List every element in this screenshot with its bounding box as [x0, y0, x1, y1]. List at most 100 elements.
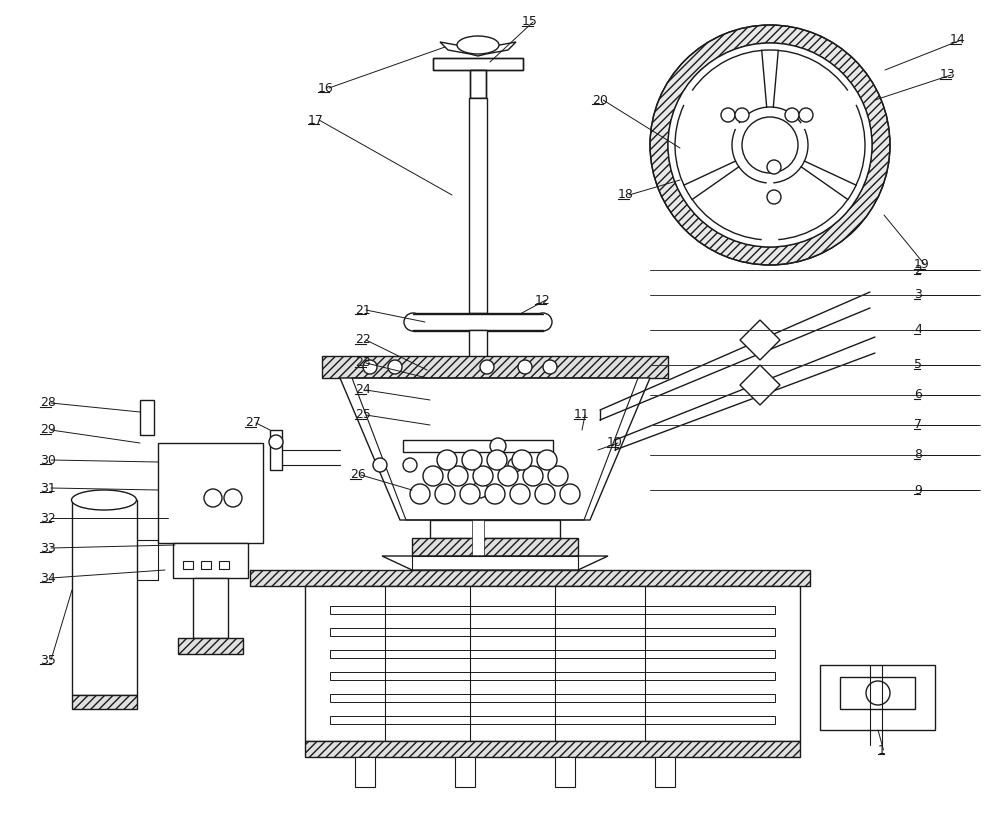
- Circle shape: [799, 108, 813, 122]
- Text: 34: 34: [40, 572, 56, 584]
- Text: 35: 35: [40, 653, 56, 666]
- Ellipse shape: [404, 313, 422, 331]
- Text: 7: 7: [914, 418, 922, 432]
- Bar: [72, 500, 137, 695]
- Circle shape: [508, 458, 522, 472]
- Text: 15: 15: [522, 16, 538, 28]
- Text: 5: 5: [914, 359, 922, 372]
- Bar: [840, 677, 915, 709]
- Bar: [413, 313, 543, 331]
- Bar: [270, 430, 282, 470]
- Circle shape: [410, 484, 430, 504]
- Text: 3: 3: [914, 289, 922, 301]
- Circle shape: [204, 489, 222, 507]
- Bar: [330, 650, 775, 658]
- Circle shape: [668, 43, 872, 247]
- Text: 21: 21: [355, 304, 371, 316]
- Text: 8: 8: [914, 448, 922, 461]
- Text: 13: 13: [940, 69, 956, 81]
- Bar: [455, 757, 475, 787]
- Bar: [470, 70, 486, 98]
- Bar: [413, 314, 543, 330]
- Bar: [330, 628, 775, 636]
- Circle shape: [866, 681, 890, 705]
- Circle shape: [480, 360, 494, 374]
- Circle shape: [560, 484, 580, 504]
- Circle shape: [473, 466, 493, 486]
- Text: 12: 12: [535, 294, 551, 306]
- Polygon shape: [412, 556, 578, 570]
- Circle shape: [518, 360, 532, 374]
- Ellipse shape: [534, 313, 552, 331]
- Bar: [330, 606, 775, 614]
- Bar: [412, 538, 578, 556]
- Circle shape: [490, 438, 506, 454]
- Text: 22: 22: [355, 334, 371, 346]
- Text: 24: 24: [355, 383, 371, 397]
- Text: 32: 32: [40, 511, 56, 525]
- Circle shape: [460, 484, 480, 504]
- Bar: [219, 561, 229, 569]
- Text: 31: 31: [40, 481, 56, 495]
- Circle shape: [543, 360, 557, 374]
- Bar: [178, 638, 243, 654]
- Bar: [655, 757, 675, 787]
- Circle shape: [510, 484, 530, 504]
- Text: 19: 19: [914, 258, 930, 271]
- Text: 29: 29: [40, 423, 56, 437]
- Circle shape: [485, 484, 505, 504]
- Circle shape: [548, 466, 568, 486]
- Circle shape: [435, 484, 455, 504]
- Circle shape: [224, 489, 242, 507]
- Text: 33: 33: [40, 541, 56, 554]
- Circle shape: [523, 466, 543, 486]
- Bar: [472, 520, 484, 570]
- Text: 10: 10: [607, 437, 623, 450]
- Circle shape: [742, 117, 798, 173]
- Text: 27: 27: [245, 417, 261, 429]
- Text: 25: 25: [355, 408, 371, 422]
- Circle shape: [423, 466, 443, 486]
- Ellipse shape: [457, 36, 499, 54]
- Bar: [250, 570, 810, 586]
- Circle shape: [767, 190, 781, 204]
- Bar: [469, 330, 487, 450]
- Text: 18: 18: [618, 188, 634, 202]
- Bar: [193, 578, 228, 638]
- Circle shape: [403, 458, 417, 472]
- Circle shape: [767, 160, 781, 174]
- Text: 16: 16: [318, 81, 334, 95]
- Wedge shape: [650, 25, 890, 265]
- Circle shape: [472, 482, 488, 498]
- Bar: [72, 695, 137, 709]
- Bar: [173, 543, 248, 578]
- Text: 2: 2: [914, 263, 922, 276]
- Circle shape: [462, 450, 482, 470]
- Bar: [322, 356, 668, 378]
- Bar: [201, 561, 211, 569]
- Bar: [330, 716, 775, 724]
- Text: 30: 30: [40, 453, 56, 466]
- Bar: [183, 561, 193, 569]
- Bar: [470, 70, 486, 98]
- Polygon shape: [340, 378, 650, 520]
- Text: 1: 1: [878, 744, 886, 756]
- Polygon shape: [440, 36, 516, 56]
- Bar: [140, 400, 154, 435]
- Circle shape: [437, 450, 457, 470]
- Bar: [403, 440, 553, 452]
- Bar: [305, 741, 800, 757]
- Circle shape: [448, 466, 468, 486]
- Text: 28: 28: [40, 397, 56, 409]
- Bar: [820, 665, 935, 730]
- Bar: [433, 58, 523, 70]
- Circle shape: [721, 108, 735, 122]
- Text: 11: 11: [574, 408, 590, 422]
- Text: 26: 26: [350, 468, 366, 481]
- Polygon shape: [740, 365, 780, 405]
- Text: 6: 6: [914, 388, 922, 402]
- Text: 14: 14: [950, 33, 966, 46]
- Text: 23: 23: [355, 357, 371, 369]
- Text: 9: 9: [914, 484, 922, 496]
- Bar: [555, 757, 575, 787]
